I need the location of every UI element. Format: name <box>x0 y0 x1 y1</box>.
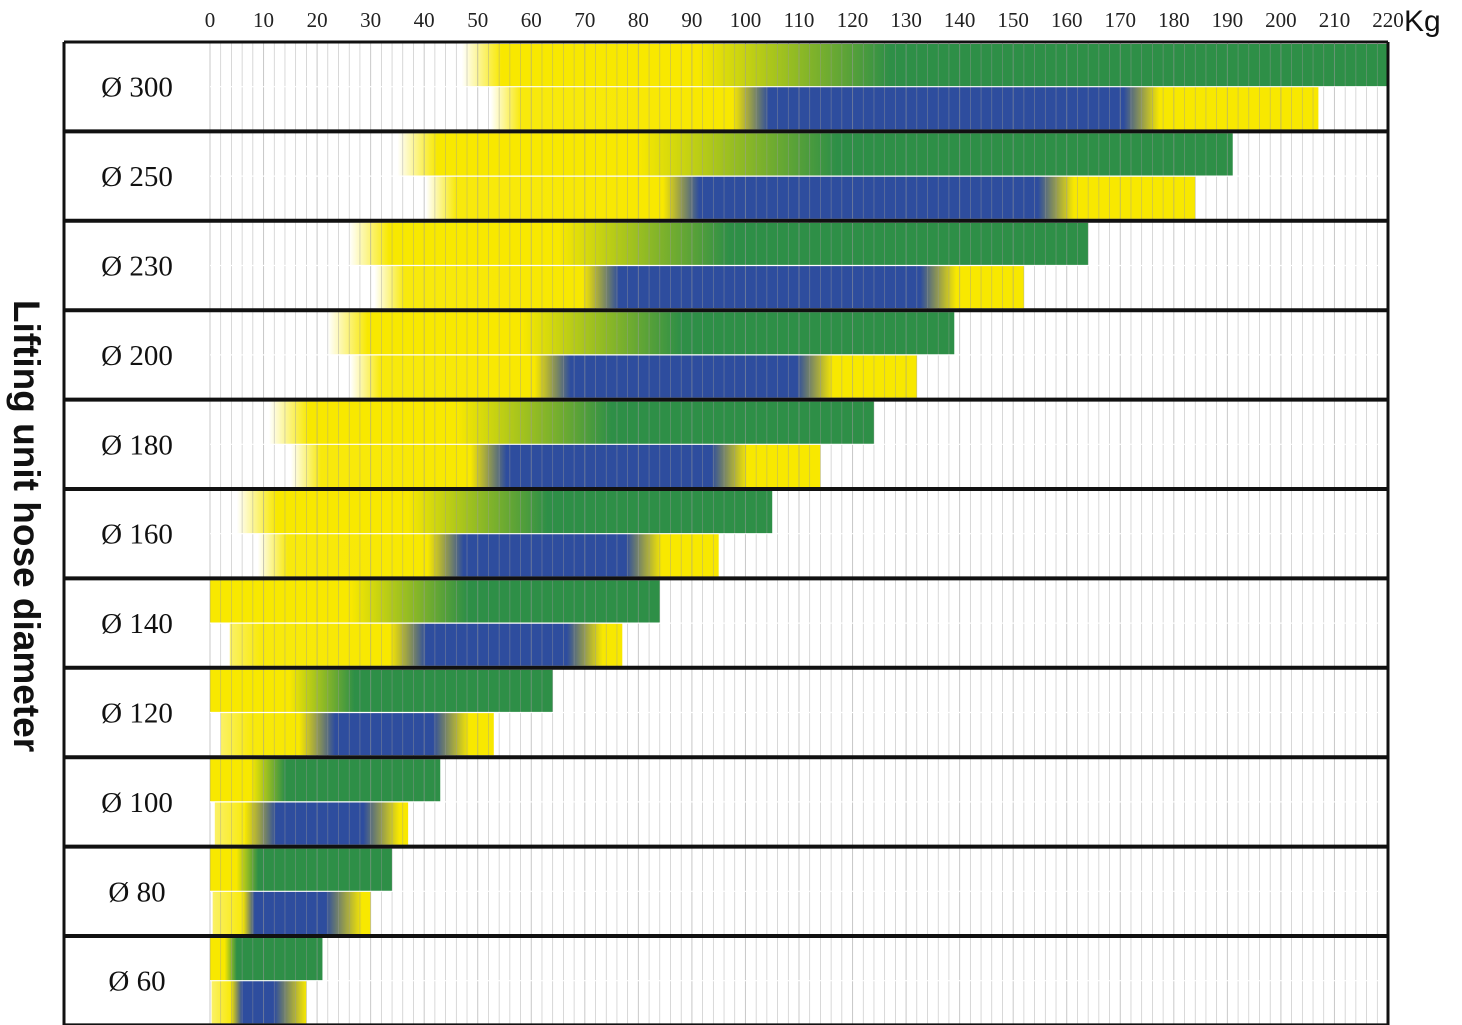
row-label: Ø 180 <box>101 429 173 461</box>
x-tick-label: 120 <box>837 8 869 32</box>
upper-band-1 <box>397 133 1233 177</box>
lower-band-9 <box>212 891 371 934</box>
x-unit-label: Kg <box>1404 5 1441 38</box>
upper-band-2 <box>349 222 1089 266</box>
lower-band-0 <box>490 86 1319 130</box>
x-tick-label: 200 <box>1265 8 1297 32</box>
upper-band-0 <box>461 44 1388 87</box>
grid-layer <box>209 42 1389 1025</box>
lower-band-1 <box>425 176 1196 219</box>
x-tick-label: 130 <box>890 8 922 32</box>
x-tick-label: 190 <box>1212 8 1244 32</box>
x-tick-label: 170 <box>1105 8 1137 32</box>
lower-band-10 <box>211 980 307 1024</box>
x-tick-label: 10 <box>253 8 274 32</box>
x-tick-label: 60 <box>521 8 542 32</box>
lower-band-2 <box>374 265 1024 309</box>
upper-band-9 <box>210 848 393 892</box>
row-label: Ø 160 <box>101 519 173 551</box>
x-tick-label: 140 <box>944 8 976 32</box>
x-tick-label: 160 <box>1051 8 1083 32</box>
row-label: Ø 120 <box>101 698 173 730</box>
lower-band-6 <box>229 623 623 666</box>
x-tick-label: 110 <box>784 8 815 32</box>
upper-band-10 <box>210 938 323 981</box>
row-label: Ø 300 <box>101 72 173 104</box>
x-tick-label: 180 <box>1158 8 1190 32</box>
y-axis-label: Lifting unit hose diameter <box>6 300 47 752</box>
upper-band-8 <box>210 759 441 802</box>
x-tick-label: 20 <box>307 8 328 32</box>
row-label: Ø 100 <box>101 787 173 819</box>
row-label: Ø 250 <box>101 161 173 193</box>
x-tick-label: 220 <box>1372 8 1404 32</box>
upper-band-3 <box>327 312 955 355</box>
row-label: Ø 230 <box>101 251 173 283</box>
x-tick-label: 30 <box>360 8 381 32</box>
upper-band-4 <box>268 401 874 445</box>
lower-band-8 <box>214 801 409 845</box>
x-tick-label: 0 <box>205 8 216 32</box>
label-layer: Ø 300 Ø 250 Ø 230 Ø 200 Ø 180 Ø 160 Ø 140 Ø 120… <box>101 8 1404 998</box>
x-tick-label: 40 <box>414 8 435 32</box>
x-tick-label: 150 <box>997 8 1029 32</box>
lower-band-4 <box>290 444 821 487</box>
row-label: Ø 200 <box>101 340 173 372</box>
x-tick-label: 50 <box>467 8 488 32</box>
row-label: Ø 60 <box>108 966 165 998</box>
upper-band-5 <box>236 491 773 534</box>
x-tick-label: 100 <box>730 8 762 32</box>
x-tick-label: 80 <box>628 8 649 32</box>
lower-band-7 <box>220 712 494 756</box>
row-label: Ø 140 <box>101 608 173 640</box>
row-label: Ø 80 <box>108 876 165 908</box>
border-layer <box>62 40 1390 1025</box>
x-tick-label: 210 <box>1319 8 1351 32</box>
lower-band-3 <box>350 354 917 398</box>
x-tick-label: 70 <box>574 8 595 32</box>
x-tick-label: 90 <box>681 8 702 32</box>
